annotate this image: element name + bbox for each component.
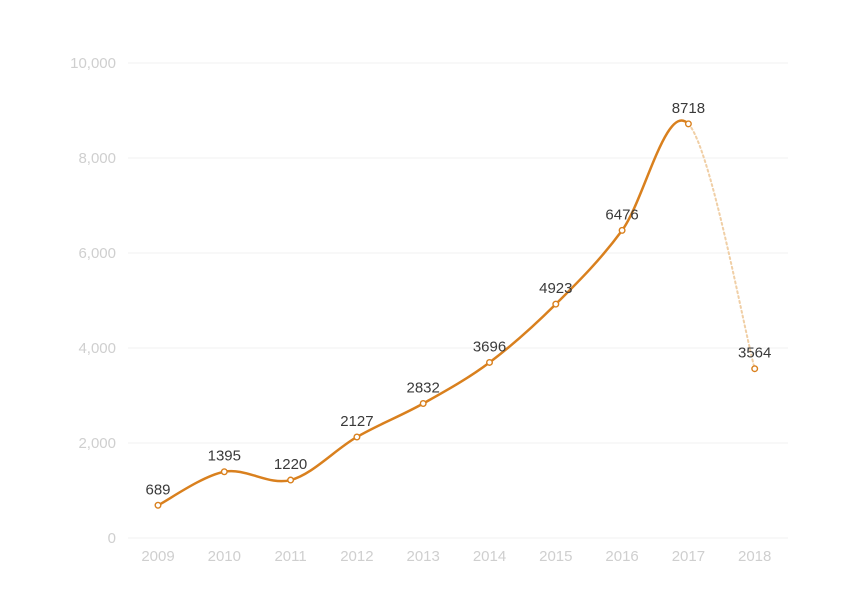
y-tick-label: 8,000 (78, 150, 116, 167)
data-labels: 689 1395 1220 2127 2832 3696 4923 6476 8718 3564 (145, 100, 771, 498)
data-point (353, 433, 361, 441)
x-tick-label: 2017 (672, 548, 705, 565)
data-point (287, 476, 295, 484)
x-tick-label: 2011 (274, 548, 306, 565)
data-point (419, 399, 427, 407)
data-point (552, 300, 560, 308)
data-label: 1220 (274, 456, 307, 473)
x-tick-label: 2014 (473, 548, 506, 565)
data-point (618, 226, 626, 234)
x-tick-label: 2009 (141, 548, 174, 565)
x-axis-ticks: 2009 2010 2011 2012 2013 2014 2015 2016 2017 2018 (141, 548, 771, 565)
gridlines (128, 62, 788, 539)
data-label: 3564 (738, 345, 771, 362)
data-point (684, 120, 692, 128)
x-tick-label: 2015 (539, 548, 572, 565)
y-axis-ticks: 0 2,000 4,000 6,000 8,000 10,000 (70, 55, 116, 547)
y-tick-label: 10,000 (70, 55, 116, 72)
y-tick-label: 2,000 (78, 435, 116, 452)
x-tick-label: 2016 (605, 548, 638, 565)
data-label: 689 (145, 481, 170, 498)
data-point (154, 501, 162, 509)
data-label: 6476 (605, 206, 638, 223)
series-line-projected (687, 122, 756, 370)
y-tick-label: 0 (108, 530, 116, 547)
data-label: 2127 (340, 413, 373, 430)
series-lines (156, 119, 756, 507)
data-points (154, 120, 759, 509)
y-tick-label: 6,000 (78, 245, 116, 262)
data-label: 2832 (407, 379, 440, 396)
x-tick-label: 2012 (340, 548, 373, 565)
data-label: 8718 (672, 100, 705, 117)
data-point (486, 358, 494, 366)
data-label: 3696 (473, 338, 506, 355)
data-point (751, 365, 759, 373)
x-tick-label: 2013 (407, 548, 440, 565)
x-tick-label: 2010 (208, 548, 241, 565)
data-label: 4923 (539, 280, 572, 297)
y-tick-label: 4,000 (78, 340, 116, 357)
data-point (220, 468, 228, 476)
x-tick-label: 2018 (738, 548, 771, 565)
data-label: 1395 (208, 448, 241, 465)
